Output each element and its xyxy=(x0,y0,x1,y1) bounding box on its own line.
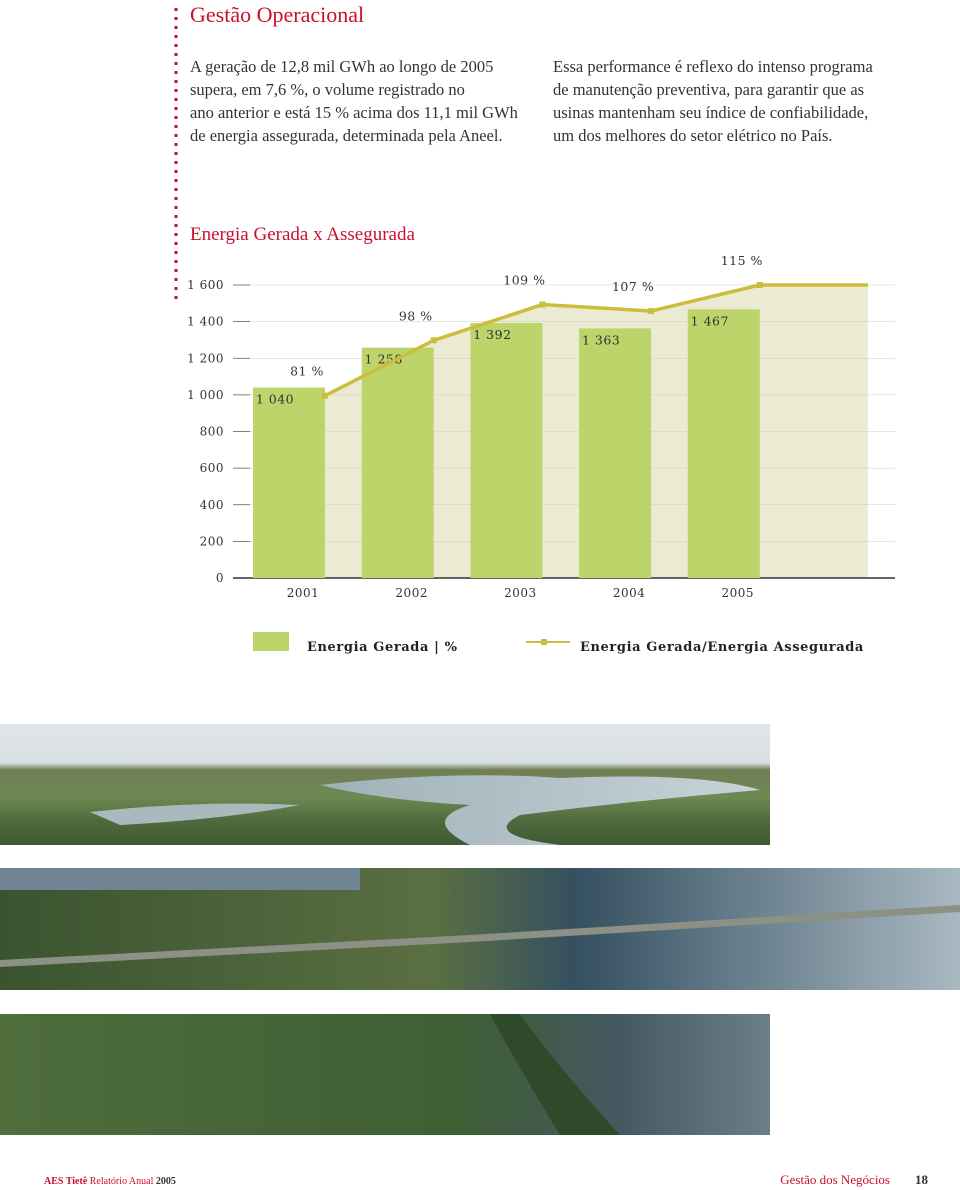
legend-marker xyxy=(541,639,547,645)
legend-label: Energia Gerada | % xyxy=(307,640,458,655)
x-tick-label: 2001 xyxy=(287,586,320,600)
bar-label: 1 363 xyxy=(582,332,620,347)
bar-label: 1 467 xyxy=(691,313,729,328)
x-tick-label: 2004 xyxy=(613,586,646,600)
text-line: de energia assegurada, determinada pela … xyxy=(190,126,503,145)
line-label: 81 % xyxy=(290,364,324,379)
x-tick-label: 2005 xyxy=(722,586,755,600)
page-number: 18 xyxy=(915,1172,929,1187)
text-line: de manutenção preventiva, para garantir … xyxy=(553,80,864,99)
photo xyxy=(0,724,770,845)
line-label: 107 % xyxy=(612,279,654,294)
y-tick-label: 600 xyxy=(200,461,224,475)
text-line: supera, em 7,6 %, o volume registrado no xyxy=(190,80,465,99)
text-line: usinas mantenham seu índice de confiabil… xyxy=(553,103,868,122)
legend-swatch xyxy=(253,632,289,651)
line-marker xyxy=(430,337,437,344)
y-tick-label: 1 400 xyxy=(187,315,224,329)
photo xyxy=(0,868,960,990)
y-tick-label: 1 200 xyxy=(187,351,224,365)
line-marker xyxy=(648,308,655,315)
intro-left: A geração de 12,8 mil GWh ao longo de 20… xyxy=(190,57,519,145)
bar xyxy=(253,387,325,578)
bar xyxy=(579,328,652,578)
bar xyxy=(687,309,760,578)
report: Relatório Anual xyxy=(90,1176,154,1187)
text-line: ano anterior e está 15 % acima dos 11,1 … xyxy=(190,103,519,122)
y-tick-label: 0 xyxy=(216,571,224,585)
text-line: um dos melhores do setor elétrico no Paí… xyxy=(553,126,833,145)
year: 2005 xyxy=(156,1176,176,1187)
text-line: A geração de 12,8 mil GWh ao longo de 20… xyxy=(190,57,493,76)
y-tick-label: 200 xyxy=(200,534,224,548)
bar xyxy=(361,347,434,578)
page-title: Gestão Operacional xyxy=(190,2,364,27)
x-tick-label: 2002 xyxy=(395,586,428,600)
y-tick-label: 400 xyxy=(200,498,224,512)
line-label: 98 % xyxy=(399,308,433,323)
intro-right: Essa performance é reflexo do intenso pr… xyxy=(553,57,873,145)
footer-section: Gestão dos Negócios xyxy=(780,1172,890,1187)
x-tick-label: 2003 xyxy=(504,586,537,600)
y-tick-label: 800 xyxy=(200,425,224,439)
text-line: Essa performance é reflexo do intenso pr… xyxy=(553,57,873,76)
chart: 0 200 400 600 800 1 000 1 200 1 400 1 600 1 040 20… xyxy=(187,253,895,655)
legend-label: Energia Gerada/Energia Assegurada xyxy=(580,640,864,655)
chart-title: Energia Gerada x Assegurada xyxy=(190,224,415,245)
bar-label: 1 392 xyxy=(473,327,511,342)
y-tick-label: 1 600 xyxy=(187,278,224,292)
bar xyxy=(470,323,543,578)
line-marker xyxy=(539,301,546,308)
line-marker xyxy=(322,392,328,399)
photo xyxy=(0,1014,770,1135)
y-tick-label: 1 000 xyxy=(187,388,224,402)
bar-label: 1 040 xyxy=(256,392,294,407)
brand: AES Tietê xyxy=(44,1176,88,1187)
footer-left: AES Tietê Relatório Anual 2005 xyxy=(44,1176,176,1187)
line-label: 109 % xyxy=(503,273,545,288)
line-label: 115 % xyxy=(721,253,763,268)
line-marker xyxy=(756,282,763,288)
